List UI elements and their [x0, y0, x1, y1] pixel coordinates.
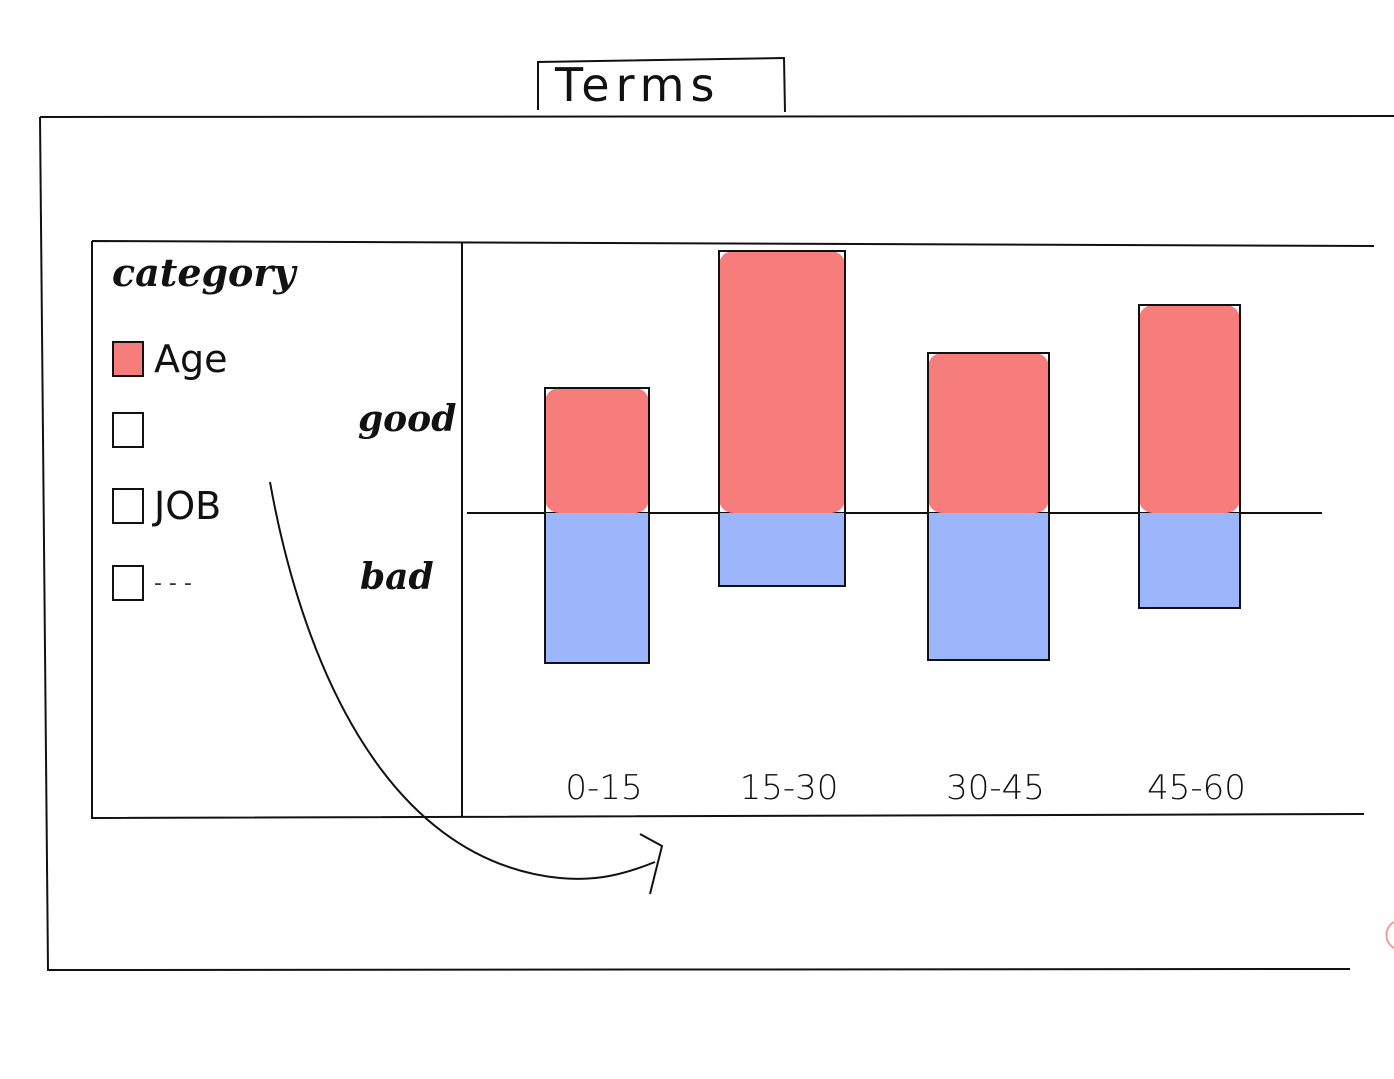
legend-item-age[interactable]: Age	[112, 337, 228, 381]
legend-item-more[interactable]: - - -	[112, 565, 192, 601]
bars-group	[544, 250, 1241, 664]
legend-item-2[interactable]	[112, 412, 154, 448]
inner-panel	[91, 240, 1375, 820]
terms-tab-label[interactable]: Terms	[555, 58, 721, 112]
terms-tab[interactable]	[537, 56, 786, 113]
legend-title: category	[112, 250, 296, 295]
axis-label-bad: bad	[360, 556, 434, 598]
job-checkbox[interactable]	[112, 488, 144, 524]
bar-good-3	[1139, 305, 1240, 513]
x-tick-label: 30-45	[946, 768, 1045, 808]
legend-item-label: Age	[154, 337, 228, 381]
bar-bad-0	[545, 513, 649, 663]
legend-item-job[interactable]: JOB	[112, 484, 221, 528]
bar-bad-1	[719, 513, 845, 586]
legend-item-label: JOB	[154, 484, 222, 528]
bar-outline-0[interactable]	[544, 387, 650, 664]
partial-circle-icon	[1385, 921, 1394, 949]
axis-label-good: good	[358, 398, 457, 440]
bar-good-2	[928, 353, 1049, 513]
x-tick-label: 15-30	[739, 768, 839, 808]
age-checkbox[interactable]	[112, 341, 144, 377]
drag-arrow	[269, 481, 656, 880]
outer-frame	[39, 115, 1394, 972]
blank-checkbox[interactable]	[112, 412, 144, 448]
bar-outline-2[interactable]	[927, 352, 1050, 661]
bar-outline-3[interactable]	[1138, 304, 1241, 609]
bar-good-0	[545, 388, 649, 513]
legend-item-label: - - -	[154, 570, 192, 596]
bar-bad-3	[1139, 513, 1240, 608]
arrow-head-icon	[639, 833, 664, 895]
x-tick-label: 0-15	[565, 768, 643, 808]
more-checkbox[interactable]	[112, 565, 144, 601]
bar-good-1	[719, 251, 845, 513]
bar-bad-2	[928, 513, 1049, 660]
bar-outline-1[interactable]	[718, 250, 846, 587]
x-tick-label: 45-60	[1147, 768, 1246, 808]
